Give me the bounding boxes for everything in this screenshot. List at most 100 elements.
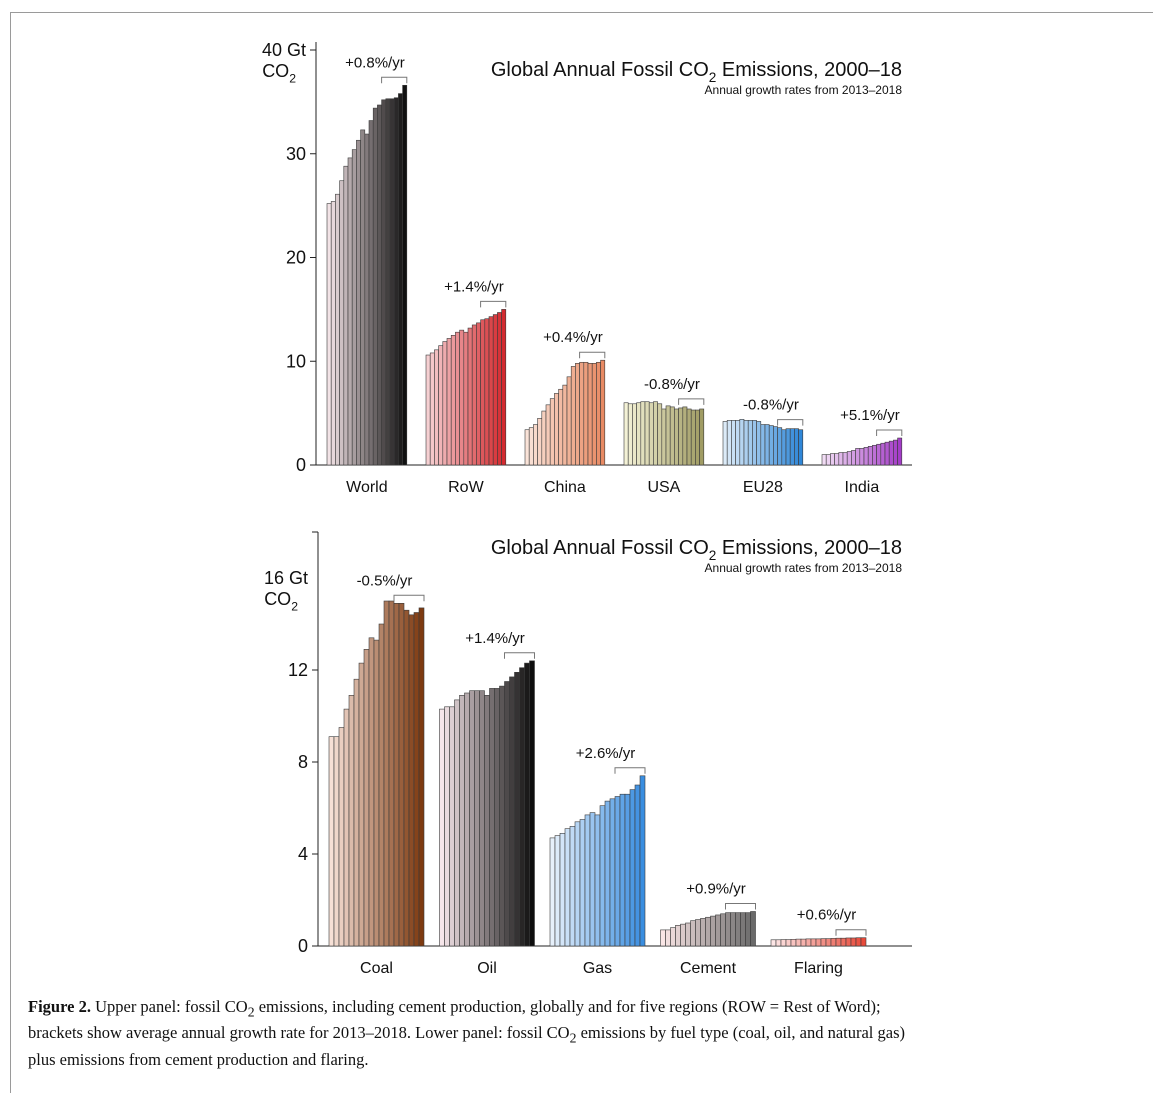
bar [394,603,399,946]
bar [821,939,826,946]
bar [538,418,542,465]
bar [885,442,889,465]
bar [340,181,344,465]
bar [443,342,447,465]
bar [354,679,359,946]
bar [740,419,744,465]
bar [404,610,409,946]
bar [751,912,756,947]
bar [632,404,636,465]
chart-subtitle: Annual growth rates from 2013–2018 [705,83,903,97]
caption-text: emissions, including cement production, … [255,997,881,1016]
bar [723,421,727,465]
bar [419,608,424,946]
bar [822,455,826,465]
bar [359,663,364,946]
bar [748,420,752,465]
bar [701,918,706,946]
bar [398,94,402,465]
bar [771,940,776,946]
bar [670,407,674,465]
bar [847,452,851,465]
bar [447,338,451,465]
category-label: Cement [680,960,737,977]
bar [790,429,794,465]
y-tick-label: 0 [296,455,306,475]
bar [600,806,605,946]
growth-bracket [580,352,605,358]
bar [649,403,653,465]
growth-rate-label: -0.5%/yr [357,572,413,589]
bar [826,939,831,946]
bar [485,319,489,465]
bar-group-world: +0.8%/yrWorld [327,54,407,496]
bar [683,407,687,465]
bar [736,420,740,465]
bar [711,916,716,946]
bar [860,448,864,465]
bar [716,915,721,946]
bar [481,320,485,465]
bar [624,403,628,465]
bar [843,453,847,465]
bar [468,328,472,465]
growth-bracket [615,768,645,774]
bar-group-oil: +1.4%/yrOil [440,630,535,977]
y-unit-label: 40 Gt [262,40,306,60]
y-tick-label: 4 [298,844,308,864]
bar [497,312,501,465]
growth-rate-label: +0.4%/yr [543,329,603,346]
bar [590,813,595,946]
bar [502,309,506,465]
bar [830,454,834,465]
bar [430,353,434,465]
growth-bracket [877,430,902,436]
bar [851,450,855,465]
bar [610,799,615,946]
bar [666,930,671,946]
bar [382,100,386,465]
bar [744,420,748,465]
bar [480,691,485,946]
bar [394,98,398,465]
growth-bracket [778,420,803,426]
growth-rate-label: +1.4%/yr [444,278,504,295]
bar [691,410,695,465]
bar [773,427,777,465]
bar [786,940,791,946]
y-unit-label: 16 Gt [264,568,308,588]
bar [898,438,902,465]
growth-rate-label: -0.8%/yr [743,397,799,414]
bar [472,325,476,465]
bar [344,709,349,946]
bar [520,668,525,946]
bar [595,815,600,946]
bar [746,913,751,946]
bar [510,677,515,946]
chart-subtitle: Annual growth rates from 2013–2018 [705,561,903,575]
growth-bracket [726,904,756,910]
bar [628,404,632,465]
bar-group-china: +0.4%/yrChina [525,329,605,496]
category-label: EU28 [743,479,783,496]
bar [390,99,394,465]
caption-subscript: 2 [248,1004,255,1019]
bar-group-cement: +0.9%/yrCement [661,881,756,978]
caption-line-1: Figure 2. Upper panel: fossil CO2 emissi… [28,996,1128,1022]
bar [489,317,493,465]
bar [835,454,839,465]
bar [379,624,384,946]
bar [455,700,460,946]
bar [335,194,339,465]
bar [662,409,666,465]
growth-bracket [481,301,506,307]
bar [674,409,678,465]
growth-bracket [679,399,704,405]
category-label: Oil [477,960,497,977]
bar [440,709,445,946]
bar [831,938,836,946]
bar [485,695,490,946]
bar [476,323,480,465]
bar [465,693,470,946]
